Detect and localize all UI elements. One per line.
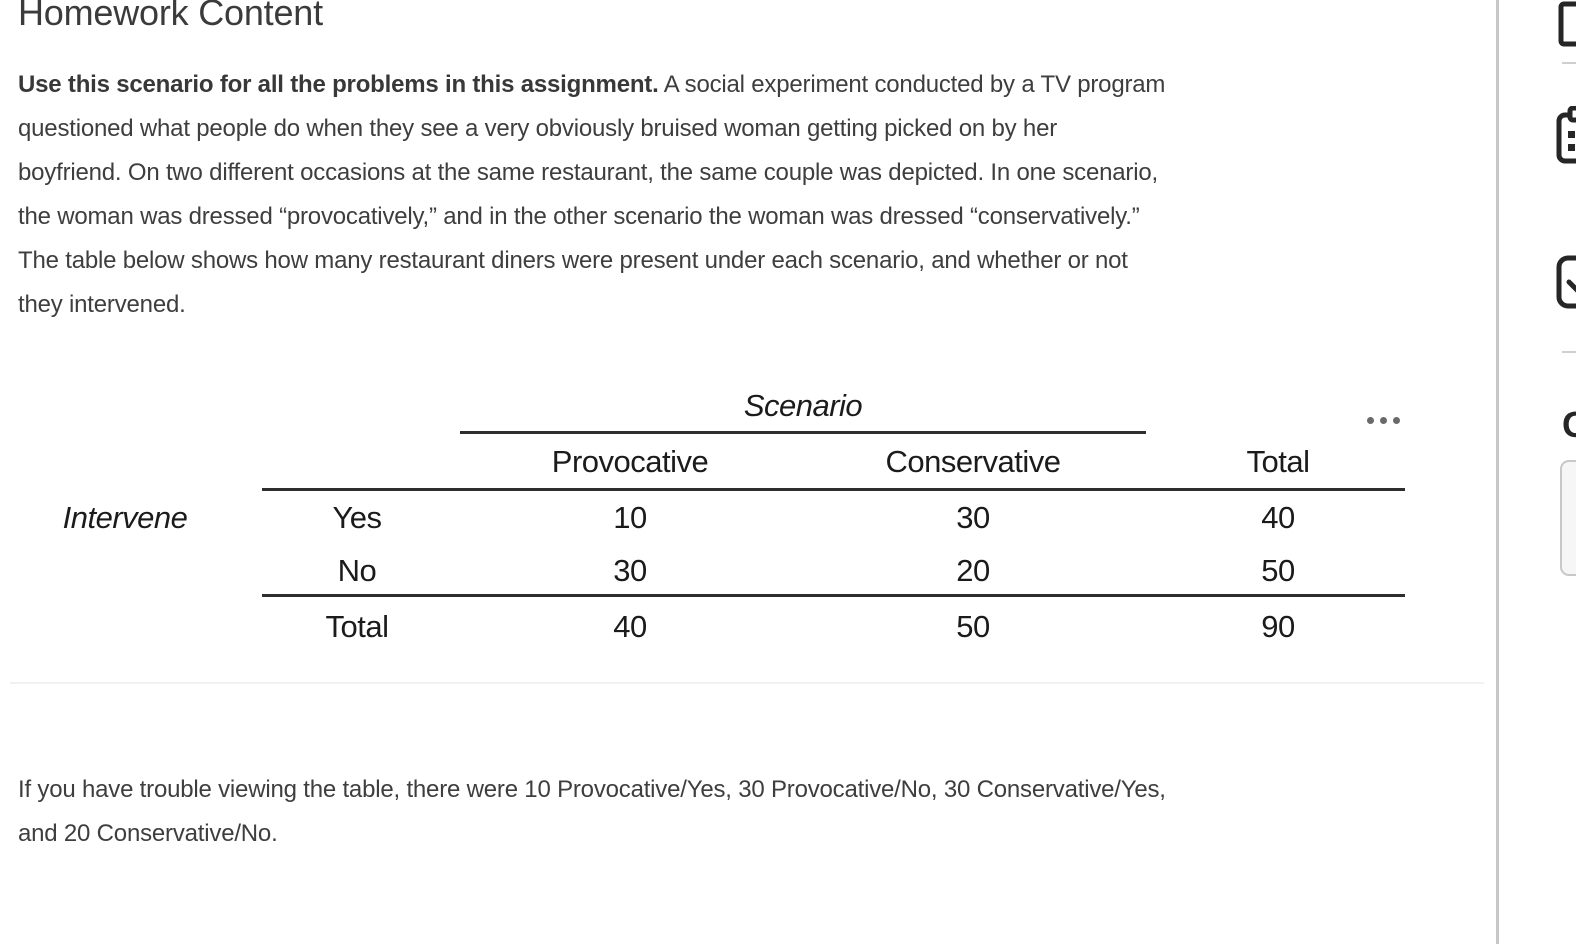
cell-no-conservative: 20: [956, 553, 990, 588]
dot: [1393, 416, 1400, 424]
cell-yes-conservative: 30: [956, 500, 990, 535]
row-group-header: Intervene: [62, 500, 188, 535]
row-label-no: No: [337, 553, 377, 588]
dot: [1367, 416, 1374, 424]
cell-yes-total: 40: [1261, 500, 1295, 535]
cell-yes-provocative: 10: [613, 500, 647, 535]
sidebar-panel[interactable]: [1560, 460, 1576, 576]
paragraph-line: If you have trouble viewing the table, t…: [18, 776, 1166, 803]
dot: [1380, 416, 1387, 424]
cell-total-total: 90: [1261, 609, 1295, 644]
paragraph-line: questioned what people do when they see …: [18, 115, 1058, 142]
table-rule-total: [262, 594, 1405, 597]
scenario-paragraph: Use this scenario for all the problems i…: [18, 63, 1448, 327]
sidebar-divider: [1496, 0, 1499, 944]
cell-total-provocative: 40: [613, 609, 647, 644]
col-header-total: Total: [1246, 444, 1310, 479]
scenario-lead-bold: Use this scenario for all the problems i…: [18, 71, 659, 98]
table-rule-header: [262, 488, 1405, 491]
window-icon[interactable]: [1558, 1, 1576, 52]
sidebar-partial-heading: G: [1562, 406, 1576, 444]
paragraph-line: the woman was dressed “provocatively,” a…: [18, 203, 1140, 230]
cell-total-conservative: 50: [956, 609, 990, 644]
page-title: Homework Content: [18, 0, 323, 33]
clipboard-check-icon[interactable]: [1556, 253, 1576, 316]
cell-no-provocative: 30: [613, 553, 647, 588]
contingency-table: Scenario Provocative Conservative Total …: [0, 360, 1496, 684]
table-fallback-text: If you have trouble viewing the table, t…: [18, 768, 1448, 856]
main-content: Homework Content Use this scenario for a…: [0, 0, 1496, 856]
col-header-conservative: Conservative: [885, 444, 1061, 479]
paragraph-line: and 20 Conservative/No.: [18, 820, 278, 847]
paragraph-line: The table below shows how many restauran…: [18, 247, 1128, 274]
paragraph-line: boyfriend. On two different occasions at…: [18, 159, 1158, 186]
col-header-provocative: Provocative: [551, 444, 709, 479]
clipboard-list-icon[interactable]: [1556, 105, 1576, 169]
table-group-header: Scenario: [743, 388, 863, 423]
sidebar-rule: [1562, 351, 1576, 353]
cell-no-total: 50: [1261, 553, 1295, 588]
row-label-total: Total: [325, 609, 389, 644]
paragraph-line: Use this scenario for all the problems i…: [18, 63, 1448, 107]
scenario-lead-rest: A social experiment conducted by a TV pr…: [658, 71, 1166, 98]
table-rule-scenario: [460, 431, 1146, 434]
right-sidebar: G: [1496, 0, 1576, 944]
figure-bottom-divider: [10, 682, 1484, 684]
row-label-yes: Yes: [332, 500, 382, 535]
paragraph-line: they intervened.: [18, 291, 186, 318]
sidebar-rule: [1562, 62, 1576, 64]
ellipsis-menu-icon[interactable]: [1367, 413, 1407, 427]
